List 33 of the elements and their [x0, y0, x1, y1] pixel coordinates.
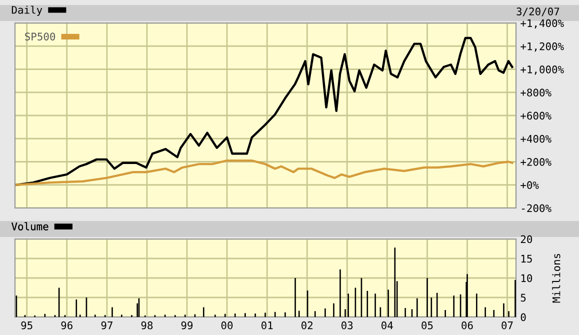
y-tick-label: 0 [520, 313, 526, 322]
x-tick-label: 07 [502, 321, 513, 330]
x-tick-label: 06 [462, 321, 473, 330]
y-tick-label: +600% [520, 112, 552, 120]
x-tick-label: 00 [221, 321, 233, 330]
x-tick-label: 96 [61, 321, 72, 330]
y-tick-label: 15 [521, 254, 532, 263]
y-tick-label: +1,400% [520, 19, 564, 28]
y-tick-label: +1,200% [520, 42, 564, 52]
y-tick-label: +200% [520, 158, 552, 166]
x-tick-label: 99 [181, 321, 193, 330]
x-tick-label: 05 [422, 321, 433, 330]
y-tick-label: +0% [520, 181, 539, 190]
y-tick-label: 20 [520, 235, 532, 244]
x-tick-label: 04 [382, 321, 393, 330]
legend-label: SP500 [25, 32, 56, 40]
x-tick-label: 01 [261, 321, 273, 330]
legend-label: Daily [12, 6, 42, 16]
legend-label: Volume [12, 222, 48, 230]
y-tick-label: +800% [520, 88, 552, 97]
y-tick-label: -200% [522, 204, 552, 212]
x-tick-label: 97 [101, 321, 112, 330]
x-tick-label: 98 [141, 321, 153, 330]
x-tick-label: 03 [342, 321, 353, 330]
y-axis-title: Millions [552, 254, 560, 303]
y-tick-label: 5 [520, 294, 526, 302]
x-tick-label: 02 [302, 321, 312, 330]
line-series [16, 159, 514, 186]
y-tick-label: 10 [521, 274, 532, 282]
text: 3/20/07 [516, 8, 560, 16]
x-tick-label: 95 [21, 321, 32, 330]
y-tick-label: +1,000% [520, 66, 564, 75]
y-tick-label: +400% [520, 134, 552, 143]
